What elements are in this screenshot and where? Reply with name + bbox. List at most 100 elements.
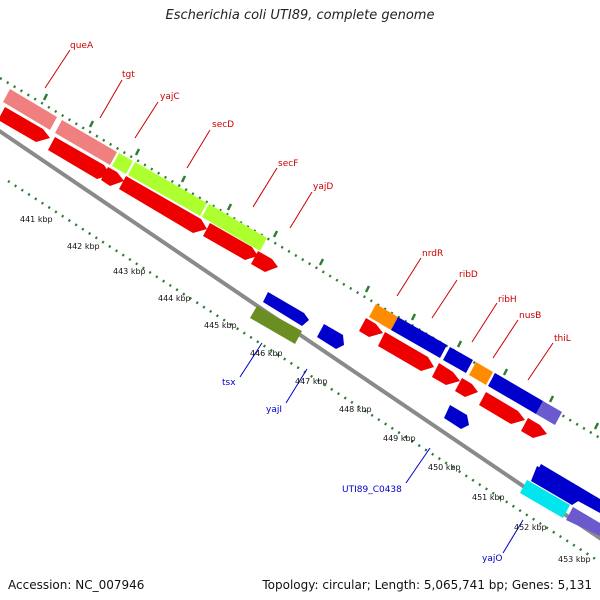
ribH-feature (443, 347, 473, 373)
cds-arrow (48, 137, 111, 179)
scale-label: 449 kbp (383, 434, 416, 443)
yajI-feature (250, 306, 302, 344)
major-tick (502, 368, 509, 376)
major-tick (134, 148, 141, 156)
scale-label: 446 kbp (250, 349, 283, 358)
scale-label: 444 kbp (158, 294, 191, 303)
thiL-feature-tail (536, 401, 562, 425)
accession-label: Accession: NC_007946 (8, 578, 145, 592)
leader-line (134, 101, 159, 139)
secF-feature (202, 204, 267, 251)
gene-label-yajO: yajO (482, 554, 502, 564)
scale-label: 452 kbp (514, 523, 547, 532)
scale-label: 450 kbp (428, 463, 461, 472)
genome-backbone (0, 128, 600, 541)
leader-line (186, 129, 211, 169)
gene-label-nusB: nusB (519, 311, 541, 321)
cds-arrow (359, 318, 383, 337)
yajO-feature (520, 480, 570, 518)
reverse-feature (531, 466, 580, 505)
gene-label-queA: queA (70, 41, 94, 51)
major-tick (548, 395, 555, 403)
scale-label: 447 kbp (295, 377, 328, 386)
leader-line (502, 519, 524, 554)
scale-label: 448 kbp (339, 405, 372, 414)
leader-line (285, 368, 308, 404)
reverse-gene-labels: tsx yajI UTI89_C0438 yajO (222, 378, 502, 564)
nusB-feature (469, 362, 493, 385)
scale-label: 451 kbp (472, 493, 505, 502)
leader-line (405, 447, 431, 484)
secD-feature (128, 162, 207, 216)
leader-line (289, 191, 313, 229)
gene-label-ribH: ribH (498, 295, 517, 305)
UTI89_C0438-feature (444, 405, 469, 429)
reverse-feature (566, 507, 600, 536)
nrdR-feature (369, 304, 398, 330)
major-tick (88, 120, 95, 128)
gene-label-ribD: ribD (459, 270, 478, 280)
cds-arrow (251, 251, 278, 272)
gene-label-secD: secD (212, 120, 234, 130)
gene-label-yajC: yajC (160, 92, 180, 102)
genome-summary: Topology: circular; Length: 5,065,741 bp… (262, 578, 592, 592)
scale-label: 443 kbp (113, 267, 146, 276)
genome-title: Escherichia coli UTI89, complete genome (165, 8, 435, 23)
tsx-feature (263, 292, 309, 326)
major-tick (410, 313, 417, 321)
cds-arrow (479, 392, 525, 424)
cds-arrow (521, 418, 547, 438)
leader-line (99, 79, 123, 119)
leader-line (431, 279, 458, 319)
tgt-feature (55, 120, 117, 165)
cds-arrow (203, 223, 258, 260)
cds-arrow-row (0, 107, 547, 438)
major-tick (42, 93, 49, 101)
cds-arrow (119, 176, 207, 233)
leader-line (396, 257, 422, 297)
leader-line (527, 342, 554, 381)
cds-arrow (432, 363, 460, 385)
cds-arrow (0, 107, 50, 142)
major-tick (456, 340, 463, 348)
major-tick (364, 285, 371, 293)
major-tick (226, 203, 233, 211)
scale-label: 441 kbp (20, 215, 53, 224)
gene-label-UTI89_C0438: UTI89_C0438 (342, 485, 402, 495)
forward-gene-labels: queA tgt yajC secD secF yajD nrdR ribD r… (70, 41, 571, 344)
major-tick (593, 422, 600, 430)
leader-line (492, 319, 519, 359)
leader-line (239, 342, 263, 378)
leader-line (44, 49, 71, 89)
inner-scale-line (7, 179, 600, 564)
scale-label: 453 kbp (558, 555, 591, 564)
yajC-feature (112, 153, 133, 174)
thiL-feature (488, 373, 543, 414)
gene-label-yajD: yajD (313, 182, 333, 192)
scale-labels: 441 kbp 442 kbp 443 kbp 444 kbp 445 kbp … (20, 215, 591, 564)
major-tick (180, 175, 187, 183)
major-tick (272, 230, 279, 238)
ribD-feature (391, 317, 447, 358)
gene-label-yajI: yajI (266, 405, 282, 415)
cds-arrow (101, 167, 124, 186)
scale-label: 445 kbp (204, 321, 237, 330)
scale-label: 442 kbp (67, 242, 100, 251)
major-ticks (42, 93, 600, 430)
gene-label-secF: secF (278, 159, 298, 169)
gene-label-nrdR: nrdR (422, 249, 443, 259)
leader-line (252, 167, 278, 208)
reverse-feature (317, 324, 344, 349)
gene-label-tgt: tgt (122, 70, 135, 80)
gene-label-tsx: tsx (222, 378, 236, 388)
major-tick (318, 258, 325, 266)
queA-feature (3, 89, 57, 130)
gene-label-thiL: thiL (554, 334, 571, 344)
reverse-feature-row (250, 292, 600, 536)
cds-arrow (455, 378, 478, 397)
leader-line (471, 302, 498, 343)
label-leaders (44, 49, 554, 554)
cds-arrow (378, 332, 434, 371)
